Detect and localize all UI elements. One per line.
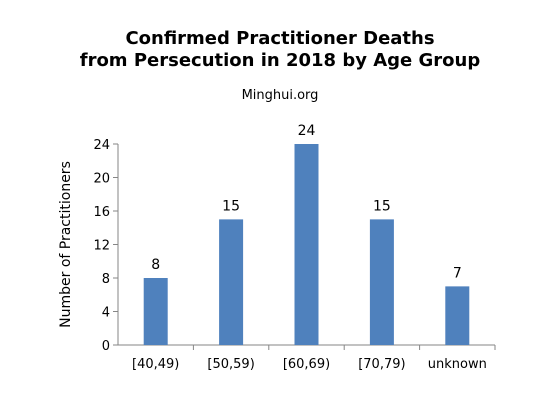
y-tick-label: 16 <box>93 205 110 220</box>
y-tick-label: 0 <box>102 339 110 354</box>
bar-data-label: 8 <box>151 257 160 273</box>
x-tick-label: [70,79) <box>358 357 405 372</box>
bar <box>143 278 168 345</box>
bar-data-label: 24 <box>298 123 316 139</box>
bar <box>294 144 319 345</box>
y-axis-title: Number of Practitioners <box>58 161 74 328</box>
bar <box>369 219 394 345</box>
bar <box>445 286 470 345</box>
y-tick-label: 8 <box>102 272 110 287</box>
y-tick-label: 24 <box>93 138 110 153</box>
chart-title-line-1: Confirmed Practitioner Deaths <box>125 28 435 49</box>
x-tick-label: [60,69) <box>283 357 330 372</box>
x-tick-label: [40,49) <box>132 357 179 372</box>
y-tick-label: 20 <box>93 172 110 187</box>
x-tick-label: unknown <box>428 357 487 372</box>
y-tick-label: 12 <box>93 239 110 254</box>
x-tick-label: [50,59) <box>207 357 254 372</box>
bar-data-label: 15 <box>373 198 391 214</box>
chart-subtitle: Minghui.org <box>241 88 319 103</box>
y-tick-label: 4 <box>102 306 110 321</box>
chart-title-line-2: from Persecution in 2018 by Age Group <box>79 50 481 71</box>
bar-data-label: 7 <box>453 265 462 281</box>
bar <box>219 219 244 345</box>
bar-data-label: 15 <box>222 198 240 214</box>
